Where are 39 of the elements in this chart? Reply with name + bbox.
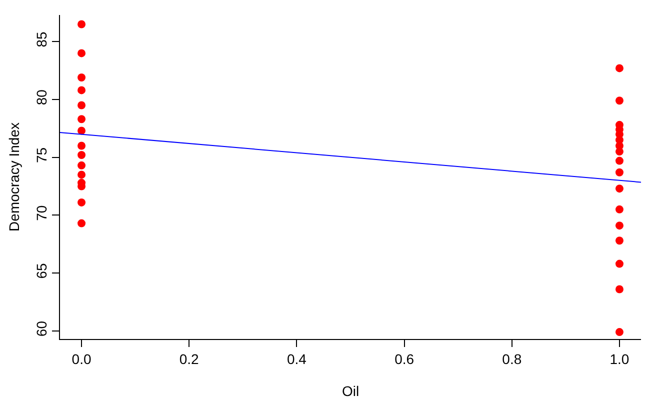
x-tick-label: 0.2 [179,350,200,367]
point [78,73,86,82]
point [78,170,86,179]
point [615,168,624,176]
point [78,161,86,170]
y-tick-label: 75 [33,147,50,164]
point [615,96,624,105]
point [78,198,86,206]
y-tick-label: 70 [33,205,50,221]
y-tick-label: 80 [33,89,50,106]
point [615,184,624,193]
y-tick-label: 85 [33,32,50,48]
point [78,115,86,124]
x-axis-title: Oil [342,383,360,400]
point [78,151,86,160]
point [615,205,624,214]
point [78,126,86,135]
point [78,101,86,110]
y-tick-label: 65 [33,262,50,279]
point [78,20,86,28]
x-tick-label: 0.6 [394,350,414,367]
x-tick-label: 0.4 [286,350,307,367]
point [615,64,624,72]
x-tick-label: 0.8 [502,350,522,367]
point [615,260,624,268]
point [78,86,86,94]
point [615,285,624,294]
point [78,219,86,228]
point [78,142,86,150]
x-tick-label: 1.0 [610,350,630,367]
point [615,236,624,245]
point [78,49,86,58]
point [615,156,624,165]
point [615,148,624,156]
point [615,222,624,230]
y-axis-title: Democracy Index [6,122,22,232]
y-tick-label: 60 [33,320,50,337]
point [615,328,624,336]
x-tick-label: 0.0 [72,350,92,367]
